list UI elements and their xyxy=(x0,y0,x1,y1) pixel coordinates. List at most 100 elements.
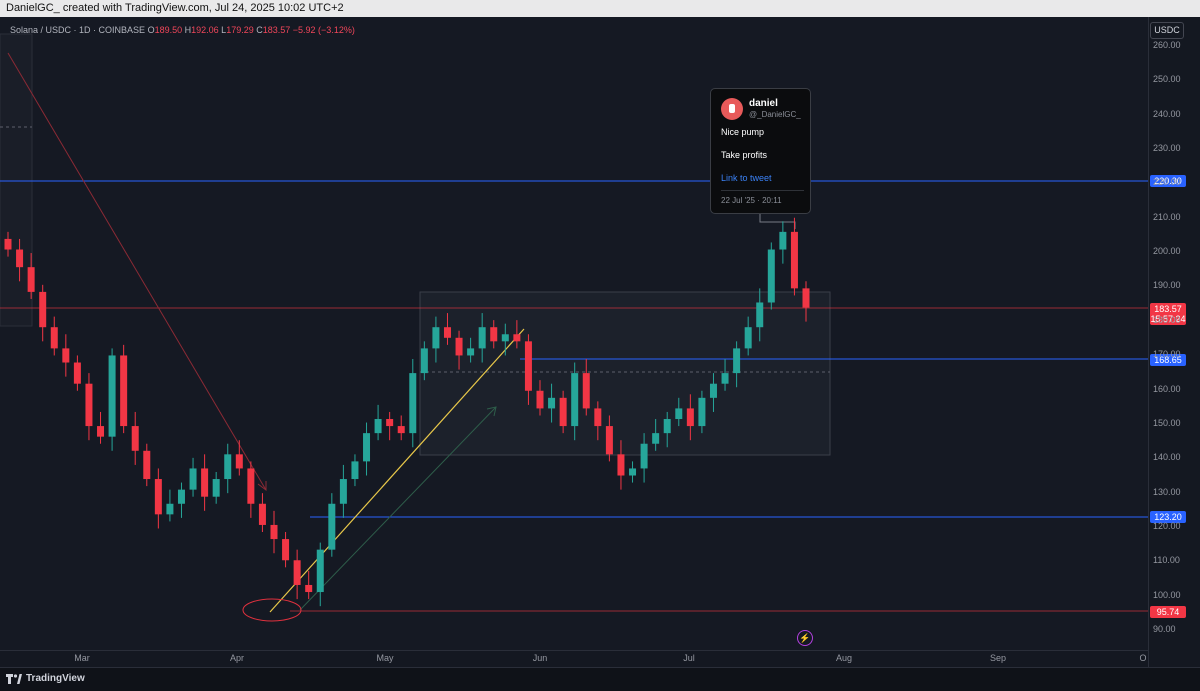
uptrend-line xyxy=(269,328,525,613)
time-tick: May xyxy=(376,653,394,663)
candle-body xyxy=(85,383,93,427)
tweet-handle: @_DanielGC_ xyxy=(749,110,801,119)
level-123-badge: 123.20 xyxy=(1150,511,1186,523)
price-tick: 170.00 xyxy=(1153,349,1181,360)
price-tick: 210.00 xyxy=(1153,211,1181,222)
candle-body xyxy=(50,327,58,349)
candle-body xyxy=(409,373,417,434)
high-value: 192.06 xyxy=(191,25,219,35)
price-tick: 130.00 xyxy=(1153,486,1181,497)
last-price-value: 183.57 xyxy=(1154,304,1182,314)
tweet-line-1: Nice pump xyxy=(721,127,765,137)
price-axis[interactable] xyxy=(1148,17,1200,667)
price-tick: 140.00 xyxy=(1153,452,1181,463)
candle-body xyxy=(605,426,613,455)
left-box xyxy=(0,33,33,327)
downtrend-arrow xyxy=(7,52,267,491)
open-value: 189.50 xyxy=(154,25,183,35)
candle-body xyxy=(455,337,463,356)
candle-body xyxy=(97,426,105,437)
candle-body xyxy=(16,249,24,268)
tweet-card[interactable]: daniel @_DanielGC_ Nice pump Take profit… xyxy=(710,88,811,214)
candle-body xyxy=(108,355,116,437)
candle-body xyxy=(663,419,671,434)
candle-body xyxy=(640,443,648,469)
candle-body xyxy=(513,334,521,342)
candle-body xyxy=(154,479,162,515)
candle-body xyxy=(397,426,405,434)
time-tick: Mar xyxy=(74,653,90,663)
candle-body xyxy=(744,327,752,349)
close-value: 183.57 xyxy=(262,25,291,35)
candle-body xyxy=(501,334,509,342)
tradingview-logo-icon xyxy=(6,674,22,684)
candle-body xyxy=(4,238,12,250)
candle-body xyxy=(339,479,347,504)
candle-body xyxy=(779,231,787,250)
candle-body xyxy=(733,348,741,374)
candle-body xyxy=(27,267,35,292)
candle-body xyxy=(131,426,139,451)
change-value: −5.92 (−3.12%) xyxy=(292,25,355,35)
candle-body xyxy=(802,288,810,308)
tweet-author: daniel xyxy=(749,98,778,109)
candle-body xyxy=(559,397,567,427)
candle-body xyxy=(548,397,556,409)
candle-body xyxy=(443,327,451,338)
candle-body xyxy=(652,433,660,444)
candle-body xyxy=(177,489,185,504)
candle-body xyxy=(432,327,440,349)
price-tick: 220.00 xyxy=(1153,177,1181,188)
price-tick: 260.00 xyxy=(1153,40,1181,50)
candle-body xyxy=(698,397,706,427)
candle-body xyxy=(386,419,394,427)
price-tick: 180.00 xyxy=(1153,314,1181,325)
candle-body xyxy=(247,468,255,504)
chart-header: DanielGC_ created with TradingView.com, … xyxy=(0,0,1200,17)
candle-body xyxy=(478,327,486,349)
candle-body xyxy=(73,362,81,384)
tweet-link[interactable]: Link to tweet xyxy=(721,173,772,183)
candle-body xyxy=(594,408,602,427)
avatar xyxy=(721,98,743,120)
candle-body xyxy=(316,549,324,593)
candle-body xyxy=(767,249,775,303)
candle-body xyxy=(536,390,544,409)
price-tick: 250.00 xyxy=(1153,74,1181,85)
price-tick: 190.00 xyxy=(1153,280,1181,291)
candles-group xyxy=(4,217,810,607)
candle-body xyxy=(212,479,220,497)
candle-body xyxy=(686,408,694,427)
time-axis[interactable] xyxy=(0,650,1148,668)
time-tick: Jun xyxy=(532,653,548,663)
level-168-badge: 168.65 xyxy=(1150,354,1186,366)
candle-body xyxy=(721,373,729,384)
price-chart[interactable] xyxy=(0,17,1148,650)
candle-body xyxy=(467,348,475,356)
candle-body xyxy=(282,539,290,561)
candle-body xyxy=(490,327,498,342)
candle-body xyxy=(675,408,683,420)
time-tick: Apr xyxy=(229,653,245,663)
range-box xyxy=(419,291,831,456)
currency-button[interactable]: USDC xyxy=(1150,22,1184,39)
candle-body xyxy=(258,503,266,525)
tweet-date: 22 Jul '25 · 20:11 xyxy=(721,196,782,205)
candle-body xyxy=(709,383,717,398)
candle-body xyxy=(790,231,798,289)
candle-body xyxy=(120,355,128,427)
bottom-circle xyxy=(242,598,302,622)
header-text: DanielGC_ created with TradingView.com, … xyxy=(6,2,344,14)
time-tick: Jul xyxy=(683,653,695,663)
candle-body xyxy=(582,373,590,409)
flash-icon[interactable]: ⚡ xyxy=(797,630,813,646)
candle-body xyxy=(524,341,532,391)
low-value: 179.29 xyxy=(226,25,254,35)
candle-body xyxy=(143,450,151,480)
symbol-name: Solana / USDC · 1D · COINBASE xyxy=(10,25,146,35)
price-tick: 240.00 xyxy=(1153,108,1181,119)
chart-canvas[interactable] xyxy=(0,17,1148,650)
candle-body xyxy=(351,461,359,480)
price-tick: 160.00 xyxy=(1153,383,1181,394)
tweet-line-2: Take profits xyxy=(721,150,768,160)
